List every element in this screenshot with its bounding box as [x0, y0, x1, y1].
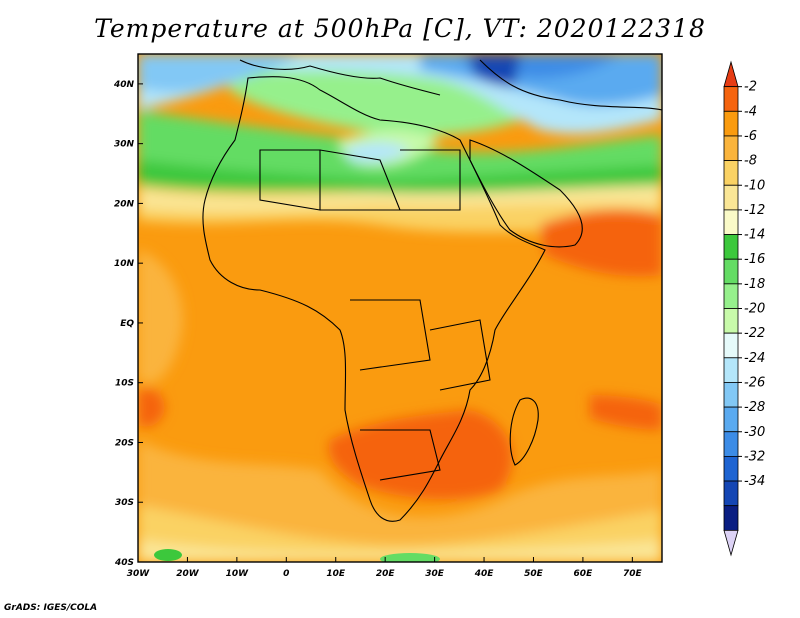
- lon-tick-label: 70E: [623, 569, 643, 579]
- lat-tick-label: 20N: [114, 199, 135, 209]
- colorbar-swatch: [723, 480, 739, 507]
- lat-tick-label: 10N: [114, 259, 135, 269]
- colorbar-swatch: [723, 529, 739, 557]
- colorbar-swatch: [723, 455, 739, 482]
- lon-tick-label: 40E: [474, 569, 495, 579]
- colorbar-label: -10: [744, 178, 765, 193]
- lat-tick-label: 30S: [115, 498, 134, 508]
- colorbar-label: -28: [744, 400, 765, 415]
- colorbar-label: -32: [744, 449, 765, 464]
- colorbar-label: -22: [744, 326, 765, 341]
- colorbar-swatch: [723, 308, 739, 334]
- lat-tick-label: 30N: [114, 140, 135, 150]
- lat-tick-label: 20S: [115, 438, 134, 448]
- plot-frame: [137, 53, 663, 563]
- colorbar-label: -4: [744, 104, 757, 119]
- colorbar-label: -20: [744, 302, 765, 317]
- colorbar-label: -2: [744, 80, 757, 95]
- lon-tick-label: 10E: [326, 569, 346, 579]
- colorbar-swatch: [723, 60, 739, 88]
- colorbar-swatch: [723, 357, 739, 383]
- lat-tick-label: EQ: [120, 319, 134, 329]
- lon-tick-label: 20E: [376, 569, 396, 579]
- map-title: Temperature at 500hPa [C], VT: 202012231…: [94, 14, 706, 43]
- colorbar-label: -6: [744, 129, 757, 144]
- colorbar-swatch: [723, 258, 739, 285]
- colorbar-swatch: [723, 160, 739, 186]
- lon-tick-label: 20W: [176, 569, 200, 579]
- colorbar-label: -12: [744, 203, 765, 218]
- colorbar-label: -8: [744, 154, 757, 169]
- colorbar-label: -30: [744, 425, 765, 440]
- lat-tick-label: 10S: [115, 379, 134, 389]
- grads-credit: GrADS: IGES/COLA: [4, 603, 98, 613]
- colorbar-label: -24: [744, 351, 765, 366]
- colorbar-swatch: [723, 505, 739, 531]
- lon-tick-label: 50E: [524, 569, 544, 579]
- lon-tick-label: 0: [283, 569, 289, 579]
- temperature-field: [138, 54, 662, 562]
- colorbar-swatch: [723, 209, 739, 235]
- colorbar-swatch: [723, 135, 739, 161]
- axis-ticks: 30W 20W 10W 0 10E 20E 30E 40E 50E 60E 70E 40N 30N 20N…: [113, 80, 643, 579]
- colorbar-swatch: [723, 406, 739, 433]
- lon-tick-label: 60E: [574, 569, 594, 579]
- colorbar-swatch: [723, 283, 739, 309]
- colorbar-label: -14: [744, 228, 765, 243]
- colorbar-swatch: [723, 86, 739, 112]
- colorbar-label: -18: [744, 277, 765, 292]
- colorbar-label: -34: [744, 474, 765, 489]
- lon-tick-label: 30W: [127, 569, 151, 579]
- colorbar-swatch: [723, 332, 739, 359]
- lat-tick-label: 40N: [113, 80, 135, 90]
- colorbar-swatch: [723, 110, 739, 137]
- colorbar-swatch: [723, 382, 739, 408]
- lat-tick-label: 40S: [114, 558, 134, 568]
- colorbar-swatch: [723, 184, 739, 211]
- colorbar-swatch: [723, 431, 739, 457]
- colorbar-swatch: [723, 234, 739, 260]
- colorbar-label: -26: [744, 375, 765, 390]
- colorbar: -2 -4 -6 -8 -10 -12 -14 -16 -18 -20 -22 -24 -26 -28 -3…: [723, 60, 765, 557]
- lon-tick-label: 10W: [226, 569, 250, 579]
- coastlines: [202, 59, 662, 522]
- lon-tick-label: 30E: [425, 569, 445, 579]
- colorbar-label: -16: [744, 252, 765, 267]
